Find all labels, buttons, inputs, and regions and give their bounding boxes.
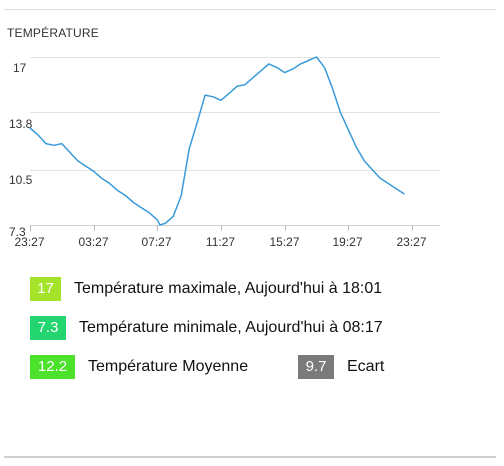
tick-labels: 7.3 10.5 13.8 17 23:27 03:27 07:27 11:27 15:27 19… [9,61,427,249]
temperature-series-line [29,56,405,226]
stat-row-average: 12.2 Température Moyenne [30,355,248,379]
x-tick-label: 11:27 [206,235,235,249]
series-layer [29,56,405,226]
gap-label: Ecart [347,358,385,375]
max-temperature-label: Température maximale, Aujourd'hui à 18:0… [74,280,383,297]
min-temperature-label: Température minimale, Aujourd'hui à 08:1… [79,319,383,336]
y-tick-label: 7.3 [9,225,26,239]
temperature-line-chart: 7.3 10.5 13.8 17 23:27 03:27 07:27 11:27 15:27 19… [9,56,440,249]
x-tick-label: 23:27 [396,235,426,249]
axis-ticks [30,225,440,231]
chart-title: TEMPÉRATURE [7,26,99,40]
top-divider [4,9,496,10]
gap-badge: 9.7 [298,355,334,379]
stat-row-min: 7.3 Température minimale, Aujourd'hui à … [30,316,383,340]
bottom-divider [4,456,496,458]
x-tick-label: 03:27 [78,235,108,249]
stat-row-gap: 9.7 Ecart [298,355,384,379]
min-temperature-badge: 7.3 [30,316,66,340]
x-tick-label: 15:27 [269,235,299,249]
max-temperature-badge: 17 [30,277,61,301]
x-tick-label: 19:27 [332,235,362,249]
average-temperature-badge: 12.2 [30,355,75,379]
average-temperature-label: Température Moyenne [88,358,249,375]
x-tick-label: 23:27 [14,235,44,249]
x-tick-label: 07:27 [141,235,171,249]
grid-lines [30,57,440,226]
y-tick-label: 13.8 [9,117,33,131]
stat-row-max: 17 Température maximale, Aujourd'hui à 1… [30,277,382,301]
y-tick-label: 17 [13,61,27,75]
y-tick-label: 10.5 [9,173,33,187]
